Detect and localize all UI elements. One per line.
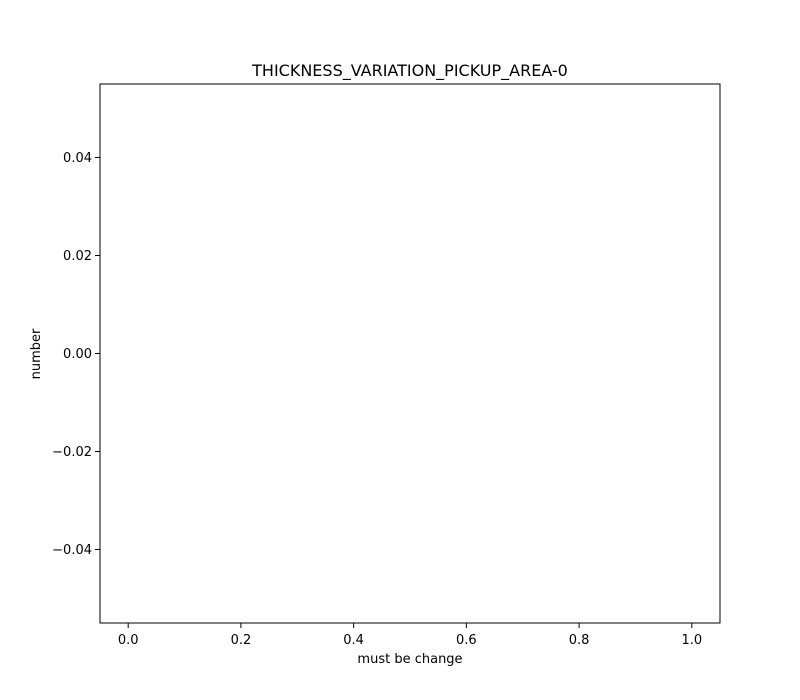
plot-area bbox=[99, 83, 721, 624]
x-tick-label: 0.2 bbox=[231, 633, 252, 648]
x-tick-label: 0.8 bbox=[569, 633, 590, 648]
y-tick-label: 0.02 bbox=[63, 249, 92, 264]
y-tick-label: 0.04 bbox=[63, 151, 92, 166]
x-tick-label: 0.4 bbox=[343, 633, 364, 648]
x-tick-label: 0.0 bbox=[118, 633, 139, 648]
y-tick-label: −0.02 bbox=[52, 445, 92, 460]
x-tick-label: 1.0 bbox=[681, 633, 702, 648]
y-tick-label: 0.00 bbox=[63, 347, 92, 362]
y-tick-label: −0.04 bbox=[52, 543, 92, 558]
y-axis-label: number bbox=[29, 328, 44, 379]
x-tick-label: 0.6 bbox=[456, 633, 477, 648]
chart-title: THICKNESS_VARIATION_PICKUP_AREA-0 bbox=[251, 61, 568, 81]
x-axis-ticks: 0.0 0.2 0.4 0.6 0.8 1.0 bbox=[118, 623, 702, 648]
x-axis-label: must be change bbox=[357, 652, 462, 667]
y-axis-ticks: −0.04 −0.02 0.00 0.02 0.04 bbox=[52, 151, 100, 558]
